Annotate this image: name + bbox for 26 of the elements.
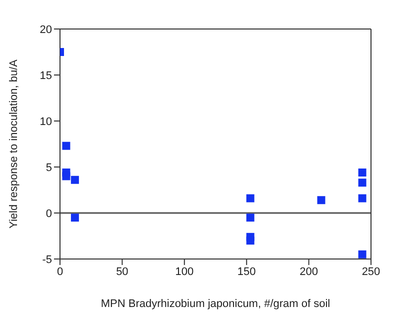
point <box>62 172 70 180</box>
y-tick-label: 15 <box>40 70 52 82</box>
y-tick-label: 0 <box>46 208 52 220</box>
x-tick-label: 100 <box>175 266 194 278</box>
x-tick-label: 250 <box>362 266 380 278</box>
y-tick-label: 20 <box>40 24 52 36</box>
point <box>358 250 366 258</box>
x-tick-label: 0 <box>56 266 64 278</box>
point <box>70 214 79 222</box>
point <box>246 214 254 222</box>
point <box>317 196 326 204</box>
point <box>70 176 79 184</box>
x-tick-label: 200 <box>300 266 318 278</box>
y-tick-label: 10 <box>40 116 52 128</box>
point <box>358 178 366 187</box>
x-tick-label: 50 <box>116 266 128 278</box>
point <box>358 168 366 177</box>
x-axis-title: MPN Bradyrhizobium japonicum, #/gram of soil <box>100 298 330 310</box>
y-axis-title: Yield response to inoculation, bu/A <box>8 58 20 228</box>
point <box>246 236 254 245</box>
point <box>358 194 366 202</box>
y-tick-label: 5 <box>46 162 52 174</box>
point <box>62 142 70 150</box>
x-tick-label: 150 <box>237 266 256 278</box>
point <box>246 194 254 202</box>
y-tick-label: -5 <box>42 254 52 266</box>
